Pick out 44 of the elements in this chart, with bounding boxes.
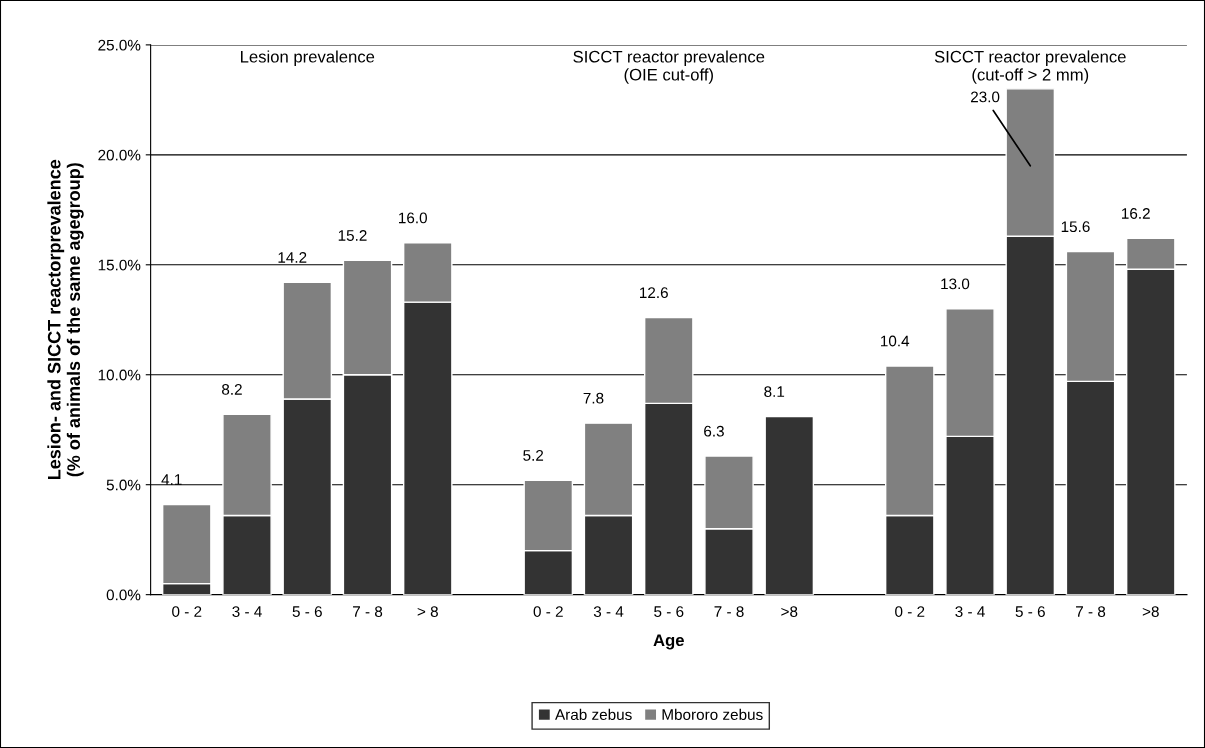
total-label: 4.1	[161, 474, 182, 485]
bar	[764, 415, 815, 595]
x-tick-label: 3 - 4	[593, 606, 624, 617]
legend-label: Mbororo zebus	[662, 708, 763, 721]
x-tick-label: 5 - 6	[1015, 606, 1045, 617]
x-axis-title: Age	[653, 634, 684, 650]
total-label: 13.0	[941, 278, 970, 290]
total-label: 7.8	[583, 392, 604, 404]
x-tick-label: 3 - 4	[232, 606, 262, 617]
y-tick-label: 15.0%	[98, 259, 141, 271]
x-tick-label: >8	[1142, 606, 1159, 617]
total-label: 15.6	[1061, 221, 1090, 233]
y-tick-label: 5.0%	[106, 479, 141, 491]
x-tick-label: 3 - 4	[955, 606, 985, 617]
x-tick-label: 5 - 6	[654, 606, 684, 617]
annotation: SICCT reactor prevalence (OIE cut-off)	[573, 50, 765, 84]
y-tick-label: 10.0%	[98, 369, 141, 381]
total-label: 16.0	[399, 212, 427, 224]
total-label: 8.1	[764, 386, 785, 398]
total-label: 14.2	[278, 252, 307, 263]
x-tick-label: 0 - 2	[533, 606, 563, 617]
total-label: 16.2	[1122, 208, 1150, 219]
x-tick-label: 7 - 8	[714, 606, 744, 617]
total-label: 8.2	[222, 384, 242, 395]
annotation: SICCT reactor prevalence (cut-off > 2 mm)	[934, 50, 1126, 84]
legend-label: Arab zebus	[555, 708, 632, 721]
total-label: 6.3	[704, 425, 724, 437]
x-tick-label: 0 - 2	[172, 606, 202, 617]
x-tick-label: >8	[781, 606, 798, 617]
y-tick-label: 20.0%	[98, 149, 141, 161]
y-tick-label: 0.0%	[106, 589, 141, 601]
x-tick-label: 5 - 6	[292, 606, 322, 617]
total-label: 10.4	[881, 335, 910, 347]
total-label: 15.2	[338, 230, 367, 241]
total-label: 5.2	[523, 449, 544, 461]
total-label: 23.0	[970, 91, 1000, 103]
y-axis-title: Lesion- and SICCT reactorprevalence (% of animals of the same agegroup)	[47, 159, 84, 480]
x-tick-label: 0 - 2	[895, 606, 925, 617]
x-tick-label: > 8	[417, 606, 438, 617]
x-tick-label: 7 - 8	[1076, 606, 1106, 617]
y-tick-label: 25.0%	[98, 39, 141, 51]
annotation: Lesion prevalence	[241, 50, 375, 66]
x-tick-label: 7 - 8	[353, 606, 383, 617]
total-label: 12.6	[640, 287, 668, 299]
